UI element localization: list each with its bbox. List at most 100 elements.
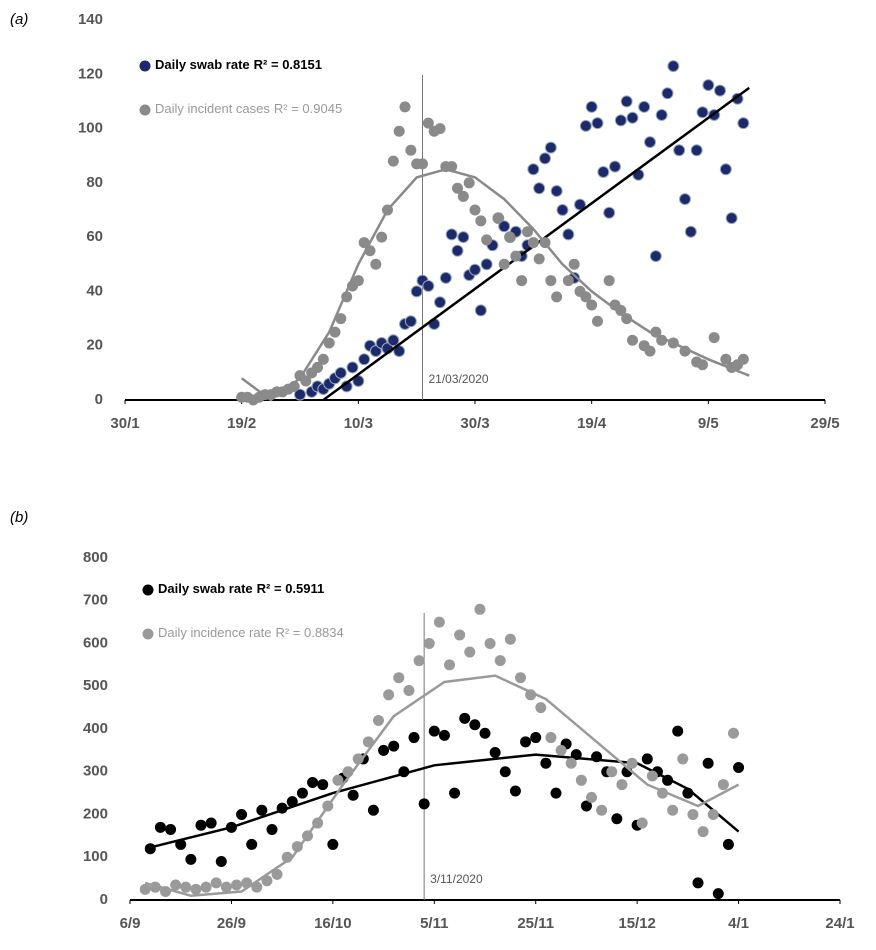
x-tick-label: 19/4 (577, 415, 607, 432)
data-point (200, 881, 212, 893)
y-tick-label: 20 (86, 337, 103, 354)
data-point (539, 152, 551, 165)
data-point (672, 725, 684, 737)
data-point (565, 757, 577, 769)
data-point (190, 883, 202, 895)
data-point (457, 231, 470, 244)
data-point (562, 228, 575, 241)
data-point (498, 258, 510, 270)
data-point (452, 182, 463, 194)
data-point (220, 881, 232, 893)
data-point (481, 234, 493, 246)
y-tick-label: 700 (83, 592, 108, 609)
data-point (714, 84, 726, 97)
data-point (692, 877, 704, 889)
data-point (405, 144, 417, 156)
data-point (696, 106, 709, 119)
data-point (586, 791, 597, 803)
data-point (457, 190, 469, 202)
data-point (469, 204, 481, 216)
x-tick-label: 9/5 (698, 415, 719, 432)
legend-text: Daily swab rate R² = 0.5911 (158, 581, 324, 596)
data-point (551, 291, 563, 303)
data-point (592, 315, 603, 327)
data-point (585, 100, 598, 113)
data-point (317, 353, 329, 365)
data-point (266, 823, 278, 835)
data-point (327, 838, 339, 850)
data-point (545, 275, 557, 287)
data-point (712, 888, 724, 900)
y-tick-label: 800 (83, 549, 108, 566)
x-tick-label: 5/11 (420, 915, 448, 932)
data-point (673, 144, 686, 157)
y-tick-label: 0 (100, 891, 108, 908)
data-point (556, 204, 569, 216)
data-point (586, 299, 598, 311)
y-tick-label: 60 (86, 228, 103, 245)
data-point (606, 766, 618, 778)
data-point (139, 883, 151, 895)
data-point (404, 315, 417, 328)
data-point (684, 225, 697, 238)
data-point (307, 776, 319, 788)
data-point (454, 629, 466, 641)
data-point (690, 144, 703, 157)
x-tick-label: 30/3 (460, 415, 489, 432)
data-point (719, 163, 732, 176)
data-point (579, 119, 592, 132)
data-point (520, 736, 532, 748)
data-point (378, 744, 390, 756)
data-point (347, 789, 359, 801)
data-point (641, 753, 653, 765)
data-point (510, 250, 522, 262)
data-point (550, 787, 562, 799)
y-tick-label: 600 (83, 634, 108, 651)
data-point (475, 215, 487, 227)
y-tick-label: 500 (83, 677, 108, 694)
x-tick-label: 4/1 (728, 915, 749, 932)
trend-line (144, 753, 740, 850)
trend-line (240, 168, 750, 402)
data-point (580, 291, 592, 303)
data-point (246, 838, 258, 850)
legend-r-squared: R² = 0.8151 (254, 57, 322, 72)
data-point (358, 353, 371, 366)
legend-marker (142, 628, 154, 640)
x-tick-label: 30/1 (110, 415, 139, 432)
data-point (170, 879, 182, 891)
data-point (291, 841, 303, 853)
legend-marker (139, 104, 151, 116)
data-point (383, 689, 395, 701)
data-point (516, 275, 528, 287)
data-point (609, 160, 621, 173)
data-point (413, 655, 425, 667)
data-point (722, 838, 734, 850)
data-point (296, 787, 308, 799)
data-point (474, 603, 486, 615)
data-point (332, 774, 344, 786)
data-point (358, 237, 370, 249)
data-point (376, 231, 388, 243)
data-point (323, 337, 335, 349)
data-point (370, 258, 382, 270)
data-point (717, 779, 729, 791)
data-point (422, 280, 435, 292)
data-point (562, 275, 574, 287)
data-point (702, 757, 714, 769)
data-point (733, 761, 745, 773)
y-tick-label: 400 (83, 720, 108, 737)
data-point (603, 275, 615, 287)
y-tick-label: 80 (86, 174, 103, 191)
data-point (614, 114, 627, 127)
data-point (438, 729, 450, 741)
x-tick-label: 6/9 (120, 915, 141, 932)
data-point (615, 304, 627, 316)
data-point (210, 877, 222, 889)
data-point (644, 345, 656, 357)
data-point (533, 182, 546, 195)
data-point (329, 326, 341, 338)
data-point (434, 296, 446, 309)
data-point (509, 785, 521, 797)
